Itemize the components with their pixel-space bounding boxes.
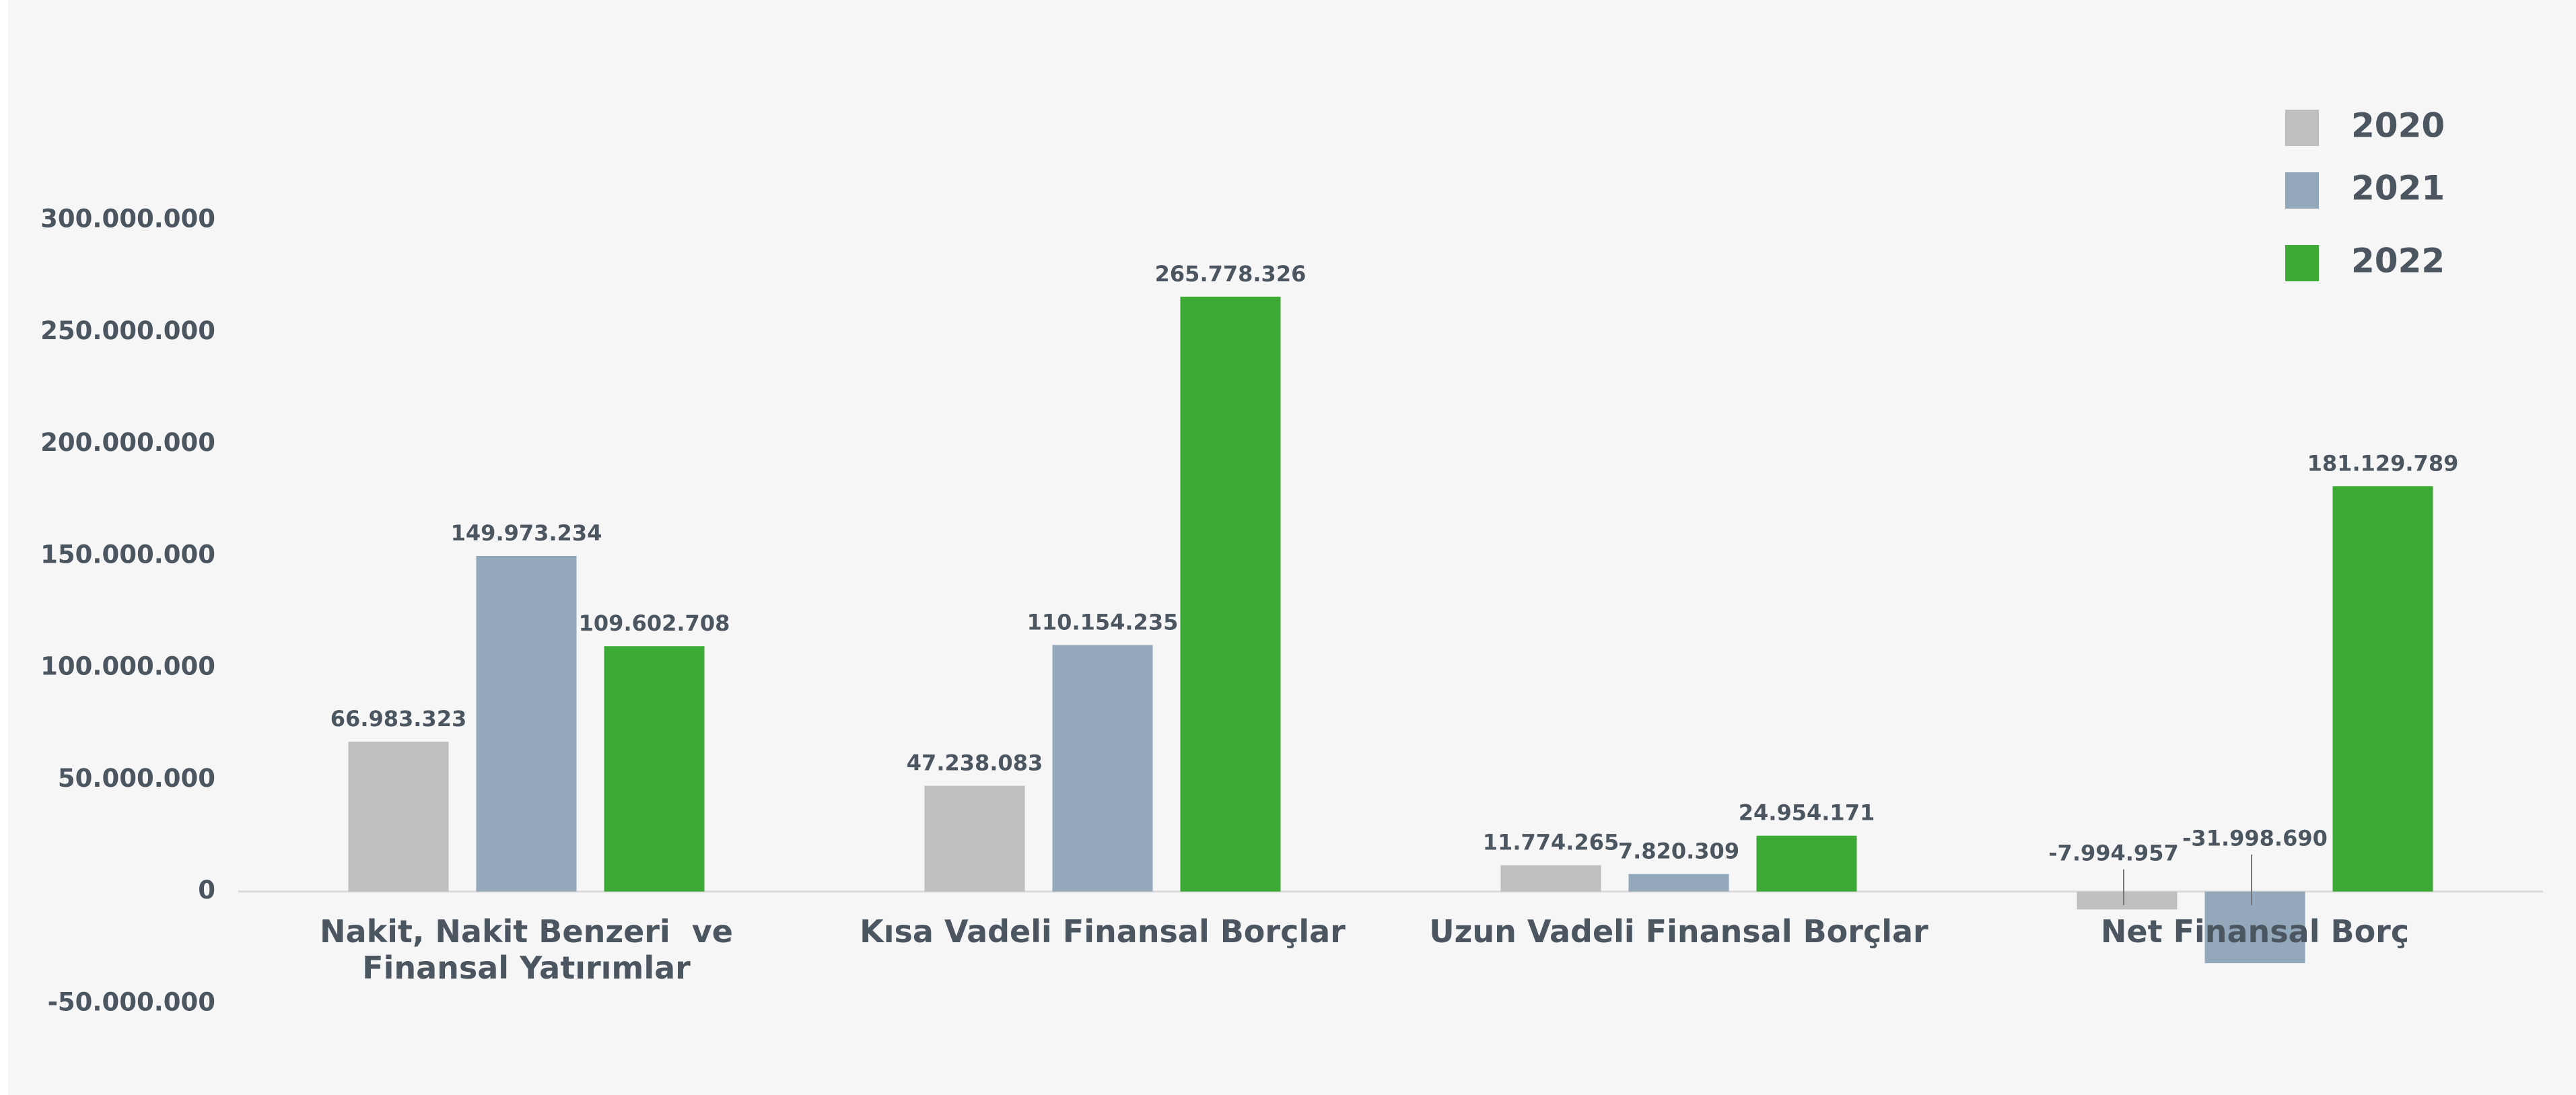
y-tick-label: 0 bbox=[198, 876, 215, 905]
legend-label: 2021 bbox=[2351, 169, 2445, 208]
legend-swatch bbox=[2285, 245, 2319, 281]
y-tick-label: 200.000.000 bbox=[40, 428, 215, 457]
y-tick-label: -50.000.000 bbox=[48, 988, 215, 1017]
data-label: 109.602.708 bbox=[579, 610, 730, 636]
data-label: 66.983.323 bbox=[330, 706, 466, 732]
data-label: 24.954.171 bbox=[1739, 800, 1875, 826]
data-label: -31.998.690 bbox=[2182, 826, 2328, 851]
data-label: 149.973.234 bbox=[451, 520, 602, 546]
x-tick-label: Nakit, Nakit Benzeri ve Finansal Yatırım… bbox=[320, 913, 744, 986]
legend-label: 2022 bbox=[2351, 242, 2445, 281]
bar bbox=[1180, 296, 1281, 892]
bar bbox=[476, 555, 577, 892]
bar bbox=[2204, 891, 2305, 964]
data-label: 181.129.789 bbox=[2307, 450, 2459, 476]
legend-swatch bbox=[2285, 110, 2319, 146]
bar bbox=[1628, 874, 1729, 892]
legend-swatch bbox=[2285, 172, 2319, 209]
bar bbox=[924, 785, 1025, 892]
bar bbox=[1052, 645, 1153, 892]
data-label: 265.778.326 bbox=[1155, 261, 1307, 287]
bar bbox=[2332, 486, 2433, 892]
bar bbox=[1500, 865, 1601, 892]
bar bbox=[2077, 891, 2178, 910]
y-tick-label: 50.000.000 bbox=[58, 764, 215, 793]
y-tick-label: 100.000.000 bbox=[40, 652, 215, 681]
data-label: 47.238.083 bbox=[907, 750, 1043, 776]
data-label: 7.820.309 bbox=[1618, 839, 1739, 864]
data-label: 11.774.265 bbox=[1483, 830, 1619, 855]
bar bbox=[604, 646, 705, 892]
bar bbox=[1756, 835, 1857, 892]
y-tick-label: 150.000.000 bbox=[40, 540, 215, 569]
x-tick-label: Kısa Vadeli Finansal Borçlar bbox=[860, 913, 1346, 950]
bar bbox=[348, 741, 449, 892]
legend-label: 2020 bbox=[2351, 106, 2445, 145]
y-tick-label: 250.000.000 bbox=[40, 316, 215, 345]
y-tick-label: 300.000.000 bbox=[40, 205, 215, 234]
x-tick-label: Uzun Vadeli Finansal Borçlar bbox=[1429, 913, 1928, 950]
data-label: 110.154.235 bbox=[1027, 609, 1179, 635]
chart-background bbox=[8, 0, 2576, 1095]
x-tick-label: Net Finansal Borç bbox=[2100, 913, 2410, 950]
data-label: -7.994.957 bbox=[2048, 841, 2178, 866]
